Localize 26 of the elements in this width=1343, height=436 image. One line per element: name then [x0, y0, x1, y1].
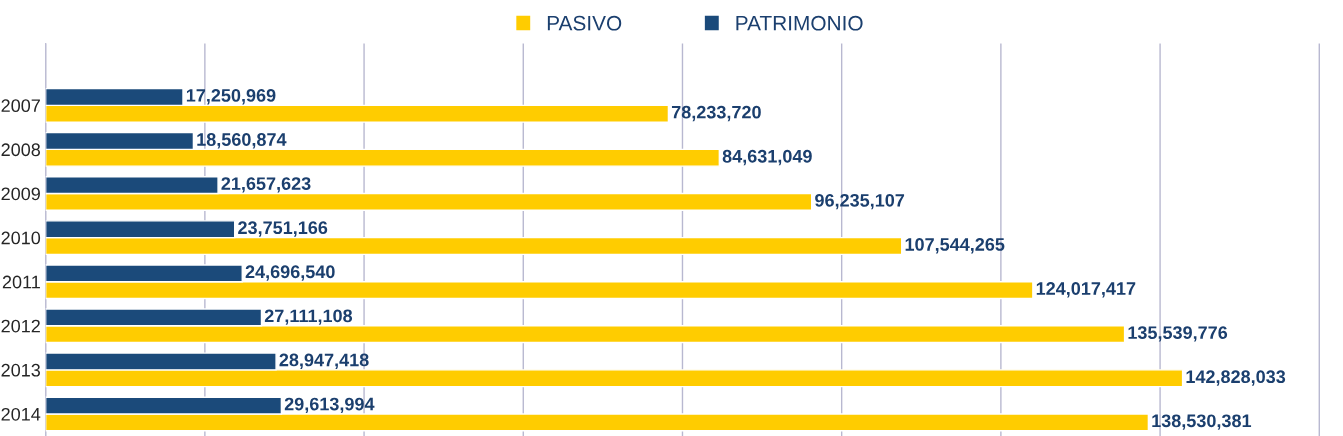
data-label: 23,751,166: [238, 221, 328, 237]
data-label: 17,250,969: [186, 89, 276, 105]
data-label: 78,233,720: [671, 105, 761, 122]
data-label: 96,235,107: [815, 193, 905, 210]
data-label: 21,657,623: [221, 177, 311, 193]
y-tick-label: 2007: [1, 99, 40, 113]
data-label: 24,696,540: [245, 265, 335, 281]
data-label: 18,560,874: [197, 133, 287, 149]
legend-label: PATRIMONIO: [736, 15, 863, 31]
data-label: 27,111,108: [264, 309, 353, 325]
data-label: 84,631,049: [722, 149, 812, 166]
legend-label: PASIVO: [547, 15, 622, 31]
data-label: 28,947,418: [279, 353, 369, 369]
y-tick-label: 2014: [1, 407, 41, 421]
data-label: 107,544,265: [905, 238, 1005, 254]
data-label: 135,539,776: [1128, 326, 1228, 342]
y-tick-label: 2011: [2, 275, 40, 289]
y-tick-label: 2012: [1, 319, 40, 333]
data-label: 142,828,033: [1186, 370, 1286, 386]
y-tick-label: 2013: [1, 363, 41, 377]
y-tick-label: 2010: [1, 231, 41, 245]
data-label: 124,017,417: [1036, 282, 1136, 298]
data-label: 29,613,994: [284, 397, 375, 414]
y-tick-label: 2009: [1, 187, 40, 201]
data-label: 138,530,381: [1152, 414, 1252, 430]
y-tick-label: 2008: [1, 143, 41, 157]
